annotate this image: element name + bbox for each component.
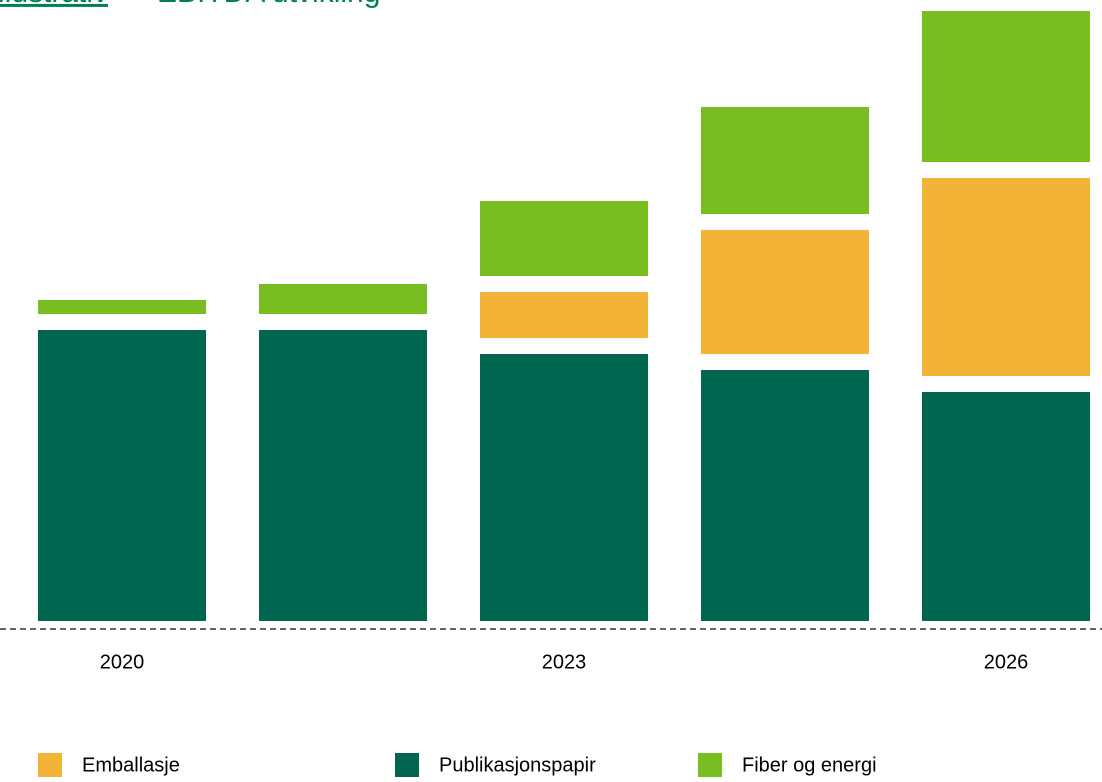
bar-segment [922, 178, 1090, 376]
x-tick-label: 2023 [542, 651, 587, 673]
x-tick-label: 2026 [984, 651, 1029, 673]
title-link[interactable]: llustrativ [0, 0, 108, 9]
legend-label: Emballasje [82, 754, 180, 776]
bar-segment [480, 292, 648, 338]
legend-swatch [698, 753, 722, 777]
bar-segment [480, 354, 648, 621]
legend-swatch [38, 753, 62, 777]
bar-segment [38, 300, 206, 314]
bar-segment [259, 284, 427, 314]
bar-segment [701, 230, 869, 354]
legend-swatch [395, 753, 419, 777]
bar-segment [922, 11, 1090, 162]
bar-segment [259, 330, 427, 621]
bar-segment [701, 107, 869, 214]
bar-segment [701, 370, 869, 621]
legend-label: Publikasjonspapir [439, 754, 596, 776]
legend-label: Fiber og energi [742, 754, 877, 776]
bar-segment [38, 330, 206, 621]
bar-segment [480, 201, 648, 276]
bar-segment [922, 392, 1090, 621]
chart-title: EBITDA utvikling [157, 0, 380, 9]
x-tick-label: 2020 [100, 651, 145, 673]
